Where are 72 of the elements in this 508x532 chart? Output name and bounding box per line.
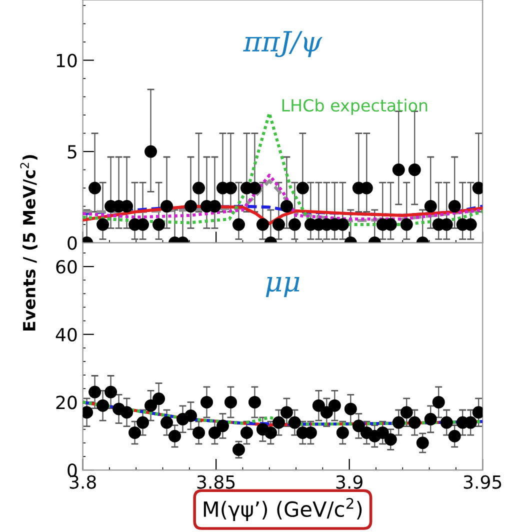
- point: [392, 416, 405, 429]
- point: [384, 433, 397, 446]
- point: [120, 406, 134, 419]
- point: [128, 426, 142, 439]
- point: [152, 392, 166, 406]
- point: [184, 200, 197, 213]
- y-tick-label: 0: [68, 236, 77, 250]
- point: [448, 430, 461, 442]
- text: μμ: [266, 276, 300, 298]
- y-axis-title: Events / (5 MeV/c$^{2}$): [20, 155, 38, 331]
- point: [88, 182, 102, 194]
- point: [184, 410, 197, 422]
- point: [408, 416, 421, 429]
- point: [416, 436, 429, 450]
- point: [232, 218, 245, 231]
- point: [152, 218, 166, 231]
- point: [224, 396, 237, 408]
- x-axis-title: M(γψ’) (GeV/c$^{2}$): [204, 498, 362, 522]
- y-tick-label: 5: [68, 145, 76, 159]
- y-tick-label: 40: [56, 328, 77, 342]
- point: [272, 218, 285, 231]
- point: [200, 396, 213, 408]
- point: [240, 426, 253, 439]
- point: [280, 200, 293, 213]
- point: [168, 430, 182, 442]
- x-tick-label: 3.85: [197, 475, 235, 489]
- point: [216, 420, 229, 432]
- x-tick-label: 3.95: [464, 475, 502, 489]
- point: [400, 218, 413, 231]
- y-tick-label: 60: [56, 260, 77, 274]
- text: ππJ/ψ: [243, 31, 322, 58]
- point: [208, 426, 221, 439]
- point: [264, 426, 277, 439]
- point: [88, 386, 102, 398]
- point: [440, 416, 453, 429]
- point: [424, 200, 437, 213]
- point: [408, 164, 421, 176]
- point: [392, 164, 405, 176]
- point: [280, 406, 293, 419]
- y-tick-label: 20: [56, 396, 77, 410]
- point: [160, 200, 174, 213]
- point: [320, 406, 333, 419]
- point: [272, 416, 285, 429]
- x-tick-label: 3.8: [70, 475, 96, 489]
- point: [192, 426, 205, 439]
- point: [96, 399, 110, 412]
- point: [400, 406, 413, 419]
- point: [144, 145, 158, 158]
- point: [192, 182, 205, 194]
- point: [104, 386, 118, 398]
- point: [344, 402, 357, 416]
- point: [448, 200, 461, 213]
- x-tick-label: 3.9: [336, 475, 362, 489]
- y-tick-label: 10: [56, 54, 77, 68]
- annotation: LHCb expectation: [282, 98, 428, 115]
- point: [328, 399, 341, 412]
- point: [432, 396, 445, 408]
- point: [376, 426, 389, 439]
- point: [296, 182, 309, 194]
- point: [232, 443, 245, 456]
- point: [288, 218, 301, 231]
- point: [256, 218, 269, 231]
- point: [424, 412, 437, 426]
- point: [96, 218, 110, 231]
- point: [288, 416, 301, 429]
- point: [352, 420, 365, 432]
- point: [312, 399, 325, 412]
- point: [336, 426, 349, 439]
- point: [144, 399, 158, 412]
- point: [248, 396, 261, 408]
- point: [160, 416, 174, 429]
- point: [136, 416, 150, 429]
